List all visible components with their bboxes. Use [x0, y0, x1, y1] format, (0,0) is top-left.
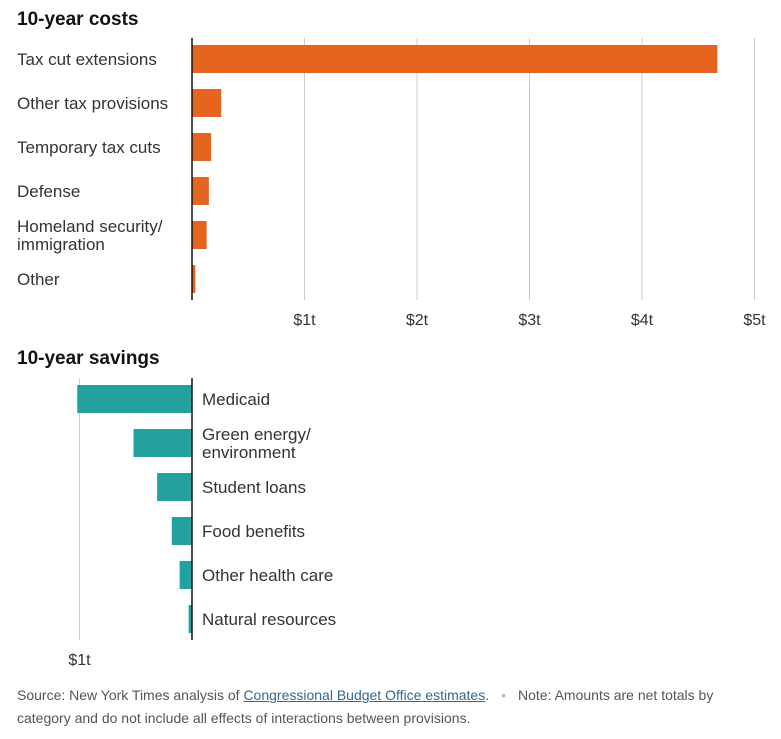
savings-category-label: Green energy/ [202, 425, 311, 444]
savings-bar [77, 385, 192, 413]
savings-category-label: Natural resources [202, 610, 336, 629]
costs-bar [192, 133, 212, 161]
costs-tick-label: $4t [631, 312, 654, 329]
costs-category-label: Defense [17, 182, 80, 201]
source-suffix: . [485, 687, 490, 703]
savings-bar [133, 429, 192, 457]
savings-bar [157, 473, 192, 501]
costs-category-label: Homeland security/ [17, 217, 163, 236]
savings-bar [171, 517, 192, 545]
costs-bar [192, 89, 222, 117]
costs-chart: $1t $2t $3t $4t $5t Tax cut extensions Other t… [17, 38, 766, 329]
savings-bar [188, 605, 192, 633]
savings-category-label: Student loans [202, 478, 306, 497]
costs-tick-label: $2t [406, 312, 429, 329]
costs-bar [192, 221, 207, 249]
footnote-separator: • [501, 687, 506, 703]
chart-footnote: Source: New York Times analysis of Congr… [17, 684, 767, 730]
costs-tick-label: $1t [293, 312, 316, 329]
costs-category-label: Temporary tax cuts [17, 138, 161, 157]
costs-tick-label: $5t [743, 312, 766, 329]
savings-category-label: environment [202, 443, 296, 462]
savings-category-label: Medicaid [202, 390, 270, 409]
footnote-note: Note: Amounts are net totals by category… [17, 687, 714, 726]
costs-bar [192, 265, 196, 293]
source-link[interactable]: Congressional Budget Office estimates [243, 687, 486, 703]
savings-category-label: Other health care [202, 566, 333, 585]
source-prefix: Source: New York Times analysis of [17, 687, 244, 703]
savings-bar [179, 561, 192, 589]
chart-canvas: 10-year costs $1t $2t $3t $4t $5t Tax cut ext… [17, 9, 766, 669]
costs-category-label: Tax cut extensions [17, 50, 157, 69]
costs-category-label: immigration [17, 235, 105, 254]
savings-chart: $1t Medicaid Green energy/environment Stude… [68, 378, 336, 669]
savings-category-label: Food benefits [202, 522, 305, 541]
savings-tick-label: $1t [68, 652, 91, 669]
costs-bar [192, 177, 209, 205]
costs-category-label: Other [17, 270, 60, 289]
costs-bar [192, 45, 718, 73]
costs-category-label: Other tax provisions [17, 94, 168, 113]
costs-chart-title: 10-year costs [17, 9, 138, 30]
costs-tick-label: $3t [518, 312, 541, 329]
savings-chart-title: 10-year savings [17, 348, 160, 369]
